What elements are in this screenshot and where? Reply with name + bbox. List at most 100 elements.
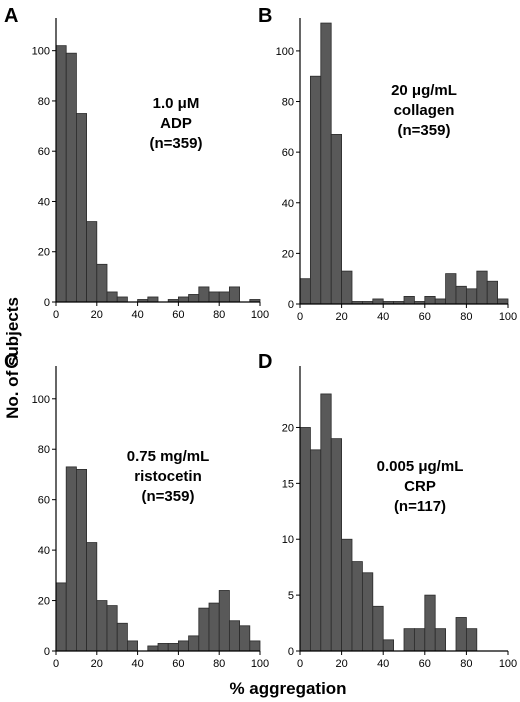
x-tick-label: 60: [419, 658, 431, 670]
y-tick-label: 5: [288, 590, 294, 602]
y-axis-title: No. of subjects: [3, 297, 22, 419]
histogram-bar: [309, 75, 322, 305]
histogram-bar: [434, 298, 447, 305]
panel-annotation: (n=359): [398, 122, 451, 139]
histogram-bar: [65, 466, 77, 652]
panel-c: C 0 20 40 60 80 100 0 20 40 60 80 100 0.75 mg/mL risto…: [4, 351, 269, 670]
y-tick-label: 20: [38, 247, 50, 259]
histogram-bar: [116, 296, 128, 303]
y-tick-label: 0: [288, 299, 294, 311]
histogram-bar: [198, 607, 210, 652]
panel-annotation: (n=359): [142, 488, 195, 505]
x-tick-label: 80: [460, 658, 472, 670]
panel-annotation: ADP: [160, 115, 192, 132]
x-tick-label: 0: [297, 311, 303, 323]
y-tick-label: 80: [38, 96, 50, 108]
histogram-bar: [351, 561, 363, 652]
y-tick-label: 60: [38, 495, 50, 507]
histogram-bar: [96, 263, 108, 303]
histogram-bar: [424, 296, 436, 305]
histogram-bar: [76, 113, 88, 303]
x-tick-label: 0: [297, 658, 303, 670]
panel-a: A 0 20 40 60 80 100 0 20 40 60 80 100 1.0 μM ADP (n=359…: [4, 5, 269, 321]
x-tick-label: 0: [53, 309, 59, 321]
y-tick-label: 0: [288, 646, 294, 658]
histogram-bar: [239, 625, 251, 652]
y-tick-label: 100: [32, 394, 50, 406]
y-tick-label: 60: [282, 147, 294, 159]
y-tick-label: 20: [282, 248, 294, 260]
x-tick-label: 40: [377, 311, 389, 323]
histogram-bar: [403, 628, 415, 652]
histogram-bar: [86, 542, 98, 652]
y-tick-label: 40: [282, 198, 294, 210]
panel-annotation: 0.005 μg/mL: [377, 458, 464, 475]
panel-b: B 0 20 40 60 80 100 0 20 40 60 80 100 20 μg/mL collage…: [258, 5, 517, 323]
histogram-bar: [208, 291, 220, 303]
histogram-bar: [106, 605, 118, 652]
histogram-bar: [330, 134, 343, 305]
histogram-bar: [167, 643, 179, 652]
histogram-bar: [497, 298, 509, 305]
histogram-bar: [341, 538, 353, 652]
x-tick-label: 40: [377, 658, 389, 670]
x-tick-label: 60: [419, 311, 431, 323]
histogram-bar: [465, 628, 478, 652]
x-tick-label: 20: [91, 658, 103, 670]
x-tick-label: 100: [499, 311, 517, 323]
y-tick-label: 20: [38, 596, 50, 608]
histogram-bar: [455, 617, 467, 652]
panel-annotation: (n=359): [150, 135, 203, 152]
panel-annotation: (n=117): [394, 498, 446, 515]
y-tick-label: 100: [276, 46, 294, 58]
histogram-bar: [465, 288, 478, 305]
x-tick-label: 80: [213, 309, 225, 321]
histogram-bar: [147, 645, 159, 652]
histogram-bar: [320, 22, 332, 305]
y-tick-label: 60: [38, 146, 50, 158]
x-tick-label: 100: [251, 309, 269, 321]
histogram-bar: [147, 296, 159, 303]
x-tick-label: 40: [131, 309, 143, 321]
x-tick-label: 100: [251, 658, 269, 670]
panel-annotation: CRP: [404, 478, 436, 495]
histogram-bar: [403, 296, 415, 305]
histogram-bar: [96, 600, 108, 652]
histogram-bar: [177, 296, 189, 303]
histogram-bar: [55, 45, 67, 303]
x-tick-label: 20: [91, 309, 103, 321]
y-tick-label: 10: [282, 534, 294, 546]
x-tick-label: 80: [460, 311, 472, 323]
histogram-bar: [320, 393, 332, 652]
histogram-bar: [86, 221, 98, 303]
panel-letter: C: [4, 351, 18, 373]
histogram-bar: [445, 273, 457, 305]
histogram-bar: [127, 640, 139, 652]
y-tick-label: 0: [44, 297, 50, 309]
panel-annotation: 1.0 μM: [153, 95, 200, 112]
histogram-bar: [476, 270, 488, 305]
y-tick-label: 40: [38, 545, 50, 557]
y-tick-label: 80: [38, 444, 50, 456]
x-tick-label: 20: [335, 311, 347, 323]
panel-letter: B: [258, 5, 272, 27]
histogram-bar: [157, 643, 169, 652]
panel-annotation: 0.75 mg/mL: [127, 448, 210, 465]
panel-annotation: 20 μg/mL: [391, 82, 457, 99]
panel-annotation: ristocetin: [134, 468, 202, 485]
histogram-bar: [188, 294, 200, 303]
histogram-bar: [218, 590, 230, 652]
histogram-bar: [413, 628, 426, 652]
histogram-bar: [65, 52, 77, 303]
x-tick-label: 60: [172, 658, 184, 670]
histogram-bar: [76, 469, 88, 652]
x-tick-label: 100: [499, 658, 517, 670]
panel-letter: A: [4, 5, 18, 27]
histogram-bar: [188, 635, 200, 652]
histogram-bar: [424, 594, 436, 652]
y-tick-label: 80: [282, 97, 294, 109]
histogram-bar: [434, 628, 447, 652]
histogram-bar: [177, 640, 189, 652]
x-tick-label: 20: [335, 658, 347, 670]
x-axis-title: % aggregation: [229, 679, 346, 698]
